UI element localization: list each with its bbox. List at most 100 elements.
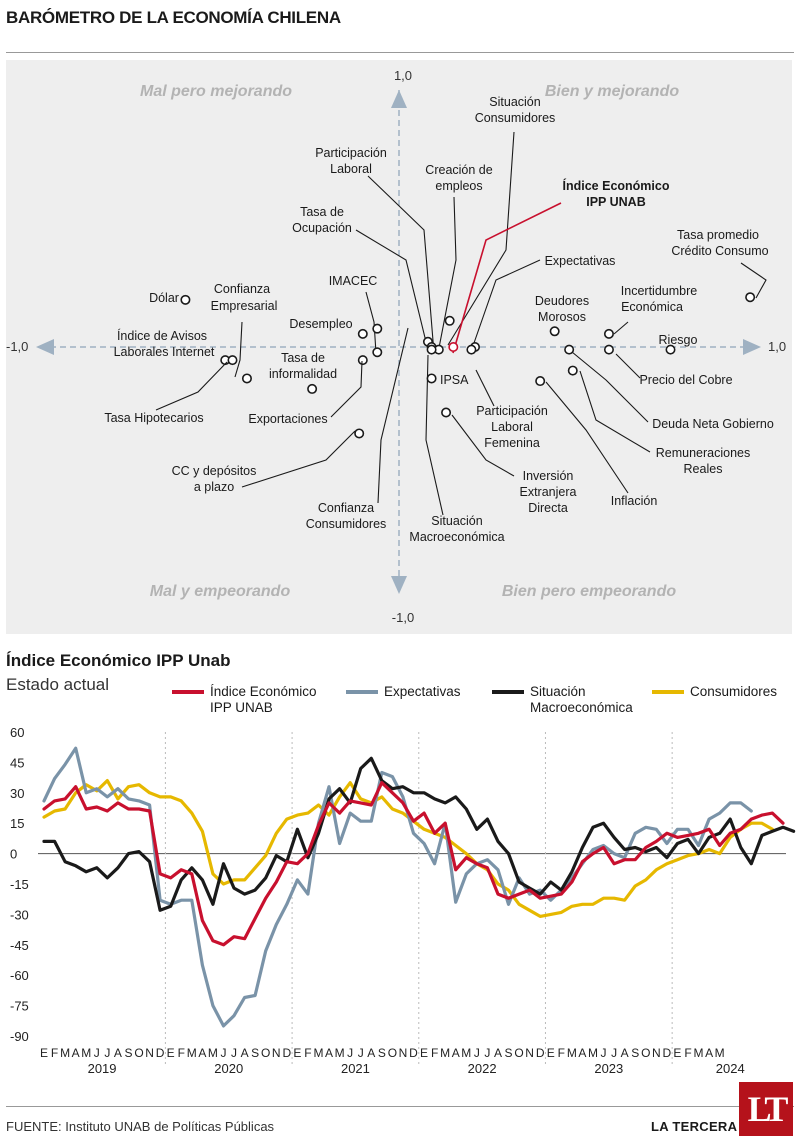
point-label-tasa-hipotecarios: Tasa Hipotecarios [104, 411, 203, 425]
publisher-logo: LT [739, 1082, 793, 1136]
leader-line-inflacion [545, 381, 629, 494]
month-tick-label: F [178, 1046, 185, 1060]
month-tick-label: M [461, 1046, 471, 1060]
month-tick-label: O [261, 1046, 270, 1060]
barometer-chart: 1,0 -1,0 -1,0 1,0 Mal pero mejorando Bien y m… [6, 68, 786, 625]
month-tick-label: O [514, 1046, 523, 1060]
month-tick-label: N [525, 1046, 534, 1060]
month-tick-label: M [335, 1046, 345, 1060]
leader-line-indice-economico-ipp-unab [452, 202, 562, 354]
legend-label-situacion-macroeconomica: Situación Macroeconómica [530, 684, 633, 715]
point-label-participacion-laboral-femenina: Participación Laboral Femenina [476, 404, 548, 450]
month-tick-label: M [187, 1046, 197, 1060]
quadrant-label-bottom-left: Mal y empeorando [150, 583, 291, 600]
point-riesgo [665, 344, 676, 355]
month-tick-label: M [313, 1046, 323, 1060]
year-tick-label: 2021 [341, 1061, 370, 1076]
y-tick-label: -45 [10, 938, 29, 953]
month-tick-label: A [114, 1046, 122, 1060]
point-exportaciones [307, 383, 318, 394]
leader-line-participacion-laboral-femenina [475, 369, 495, 407]
point-label-indice-de-avisos-laborales-internet: Índice de Avisos Laborales Internet [114, 328, 215, 359]
y-tick-label: 30 [10, 786, 24, 801]
month-tick-label: S [631, 1046, 639, 1060]
y-axis-min-label: -1,0 [392, 610, 414, 625]
year-tick-label: 2019 [88, 1061, 117, 1076]
month-tick-label: J [358, 1046, 364, 1060]
y-axis-arrow-down [391, 576, 407, 594]
quadrant-label-top-right: Bien y mejorando [545, 83, 679, 100]
leader-line-situacion-consumidores [447, 131, 515, 346]
point-tasa-de-informalidad [357, 355, 368, 366]
y-tick-label: -30 [10, 907, 29, 922]
month-tick-label: F [304, 1046, 311, 1060]
month-tick-label: O [134, 1046, 143, 1060]
point-label-exportaciones: Exportaciones [248, 412, 327, 426]
leader-line-situacion-macroeconomica [425, 354, 444, 516]
point-confianza-empresarial [241, 373, 252, 384]
point-label-indice-economico-ipp-unab: Índice Económico IPP UNAB [563, 178, 670, 209]
point-imacec [372, 323, 383, 334]
month-tick-label: A [325, 1046, 333, 1060]
y-tick-label: -75 [10, 999, 29, 1014]
x-axis-max-label: 1,0 [768, 339, 786, 354]
y-tick-label: -60 [10, 968, 29, 983]
legend-label-expectativas: Expectativas [384, 684, 461, 699]
month-tick-label: N [652, 1046, 661, 1060]
month-tick-label: A [452, 1046, 460, 1060]
month-tick-label: M [588, 1046, 598, 1060]
month-tick-label: J [347, 1046, 353, 1060]
leader-line-deuda-neta-gobierno [571, 351, 649, 423]
point-label-confianza-empresarial: Confianza Empresarial [211, 282, 278, 313]
month-tick-label: O [641, 1046, 650, 1060]
month-tick-label: A [621, 1046, 629, 1060]
y-axis-max-label: 1,0 [394, 68, 412, 83]
leader-line-remuneraciones-reales [579, 370, 651, 453]
point-confianza-consumidores [372, 347, 383, 358]
point-label-ipsa: IPSA [440, 373, 469, 387]
month-tick-label: S [124, 1046, 132, 1060]
point-label-situacion-macroeconomica: Situación Macroeconómica [409, 514, 504, 544]
x-axis-arrow-left [36, 339, 54, 355]
month-tick-label: M [81, 1046, 91, 1060]
leader-line-confianza-empresarial [234, 321, 243, 378]
y-tick-label: 0 [10, 847, 17, 862]
month-tick-label: A [494, 1046, 502, 1060]
month-tick-label: D [156, 1046, 165, 1060]
x-axis-min-label: -1,0 [6, 339, 28, 354]
leader-line-participacion-laboral [367, 175, 435, 354]
month-tick-label: A [578, 1046, 586, 1060]
y-axis-arrow-up [391, 90, 407, 108]
leader-line-tasa-de-ocupacion [355, 229, 429, 351]
year-tick-label: 2022 [468, 1061, 497, 1076]
point-label-participacion-laboral: Participación Laboral [315, 146, 387, 176]
month-tick-label: M [694, 1046, 704, 1060]
month-tick-label: E [673, 1046, 681, 1060]
line-chart-subtitle: Estado actual [6, 675, 110, 694]
month-tick-label: E [40, 1046, 48, 1060]
leader-line-creacion-de-empleos [437, 196, 457, 354]
y-tick-label: 15 [10, 816, 24, 831]
month-tick-label: E [167, 1046, 175, 1060]
line-chart-title: Índice Económico IPP Unab [6, 651, 231, 670]
leader-line-expectativas [473, 259, 541, 344]
leader-line-imacec [365, 291, 377, 354]
top-divider [6, 52, 794, 53]
barometer-panel: 1,0 -1,0 -1,0 1,0 Mal pero mejorando Bien y m… [6, 60, 792, 634]
point-label-creacion-de-empleos: Creación de empleos [425, 163, 492, 193]
quadrant-label-top-left: Mal pero mejorando [140, 83, 292, 100]
publisher-name: LA TERCERA [651, 1119, 738, 1134]
point-situacion-macroeconomica [426, 344, 437, 355]
month-tick-label: F [684, 1046, 691, 1060]
year-tick-label: 2024 [716, 1061, 745, 1076]
month-tick-label: M [440, 1046, 450, 1060]
month-tick-label: J [94, 1046, 100, 1060]
leader-line-tasa-promedio-credito-consumo [740, 262, 767, 299]
month-tick-label: A [367, 1046, 375, 1060]
month-tick-label: A [72, 1046, 80, 1060]
point-dolar [180, 294, 191, 305]
month-tick-label: E [547, 1046, 555, 1060]
leader-line-exportaciones [330, 360, 363, 418]
month-tick-label: F [558, 1046, 565, 1060]
quadrant-label-bottom-right: Bien pero empeorando [502, 583, 676, 600]
